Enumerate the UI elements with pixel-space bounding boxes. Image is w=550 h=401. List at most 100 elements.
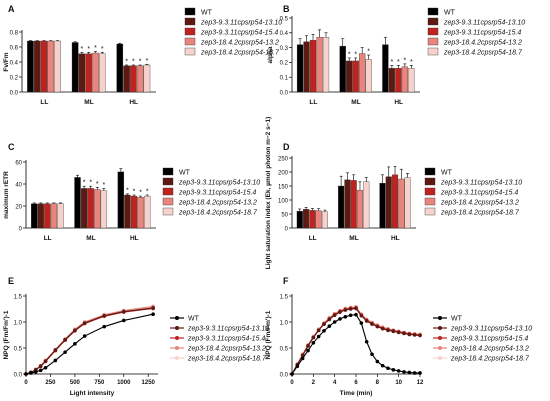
legend-swatch [427, 27, 439, 36]
bar [57, 203, 64, 229]
data-point [380, 326, 385, 331]
y-tick-label: 60 [15, 160, 22, 166]
data-point [348, 313, 353, 318]
bar [344, 179, 351, 229]
bar [117, 171, 125, 229]
legend-label: WT [441, 170, 453, 177]
x-category-label: HL [129, 99, 138, 106]
bar [54, 40, 61, 93]
series-line [25, 313, 154, 375]
y-tick-label: 0.5 [280, 16, 289, 22]
data-point [306, 348, 310, 353]
data-point [306, 344, 310, 348]
x-category-label: HL [394, 99, 403, 106]
legend-label: WT [451, 316, 463, 323]
legend-marker [438, 336, 442, 340]
x-category-label: ML [351, 99, 360, 106]
significance-mark: * [81, 46, 84, 53]
bar [303, 41, 310, 93]
y-tick-label: 1.0 [280, 320, 289, 326]
data-point [332, 313, 337, 318]
legend-label: zep3-18.4.2cpsrp54-13.2 [178, 200, 257, 207]
significance-mark: * [367, 49, 370, 56]
bar [137, 197, 144, 229]
legend-label: zep3-18.4.2cpsrp54-18.7 [440, 210, 520, 217]
significance-mark: * [410, 59, 413, 66]
bar [338, 185, 345, 229]
legend-label: zep3-18.4.2cpsrp54-18.7 [200, 50, 280, 57]
significance-mark: * [89, 180, 92, 187]
series-line [25, 306, 154, 375]
legend-label: WT [179, 170, 191, 177]
legend-marker [175, 356, 179, 360]
series-line [291, 314, 420, 375]
data-point [24, 372, 28, 376]
legend-label: zep3-18.4.2cpsrp54-13.2 [450, 346, 529, 353]
panel-label: F [283, 276, 289, 286]
legend: WT zep3-9.3.11cpsrp54-13.10 zep3-9.3.11cps… [433, 316, 532, 363]
bar [316, 37, 323, 93]
bar [346, 60, 353, 93]
data-point [82, 334, 87, 338]
legend-swatch [424, 187, 436, 196]
y-axis-title: alpha [267, 46, 274, 63]
x-tick-label: 8 [376, 380, 380, 386]
bar [37, 203, 44, 229]
data-point [322, 322, 326, 326]
data-point [311, 341, 316, 345]
legend-label: WT [201, 10, 213, 17]
legend-swatch [424, 167, 436, 176]
data-point [102, 313, 107, 318]
bar [315, 210, 322, 229]
data-point [53, 358, 58, 363]
data-point [418, 333, 422, 338]
data-point [316, 334, 321, 339]
legend-swatch [184, 27, 196, 36]
bar [136, 65, 144, 93]
data-point [396, 369, 401, 373]
y-tick-label: 1.0 [14, 320, 23, 326]
legend-marker [175, 316, 179, 320]
bar [47, 40, 55, 93]
bar [40, 40, 48, 93]
significance-mark: * [132, 59, 135, 66]
legend-swatch [424, 197, 436, 206]
significance-mark: * [146, 189, 149, 196]
bar [392, 174, 399, 229]
y-tick-label: 0.0 [280, 372, 289, 378]
x-category-label: ML [84, 99, 93, 106]
significance-mark: * [101, 46, 104, 53]
legend-label: zep3-18.4.2cpsrp54-18.7 [187, 356, 267, 363]
bar [401, 66, 408, 93]
significance-mark: * [126, 187, 129, 194]
legend-label: zep3-9.3.11cpsrp54-15.4 [187, 336, 265, 343]
y-tick-label: 0.5 [280, 346, 289, 352]
legend-label: zep3-9.3.11cpsrp54-13.10 [200, 20, 282, 27]
bar [350, 180, 357, 229]
data-point [375, 324, 380, 329]
significance-mark: * [397, 59, 400, 66]
bar [385, 176, 392, 229]
data-point [386, 328, 390, 333]
legend-swatch [427, 47, 439, 56]
y-tick-label: 0.3 [280, 46, 289, 52]
x-tick-label: 500 [70, 380, 81, 386]
data-point [73, 328, 77, 333]
x-category-label: LL [309, 99, 317, 106]
x-tick-label: 10 [395, 380, 402, 386]
legend-marker [438, 356, 442, 360]
bar [309, 40, 317, 93]
legend-label: zep3-9.3.11cpsrp54-13.10 [187, 326, 269, 333]
bar [296, 211, 303, 229]
bar [78, 53, 86, 93]
bar [85, 53, 92, 93]
data-point [322, 329, 326, 333]
y-tick-label: 0.4 [280, 31, 289, 37]
legend-label: zep3-18.4.2cpsrp54-13.2 [200, 40, 279, 47]
data-point [82, 321, 87, 325]
legend-swatch [427, 17, 439, 26]
data-point [290, 372, 294, 376]
data-point [63, 350, 67, 354]
significance-mark: * [94, 45, 97, 52]
